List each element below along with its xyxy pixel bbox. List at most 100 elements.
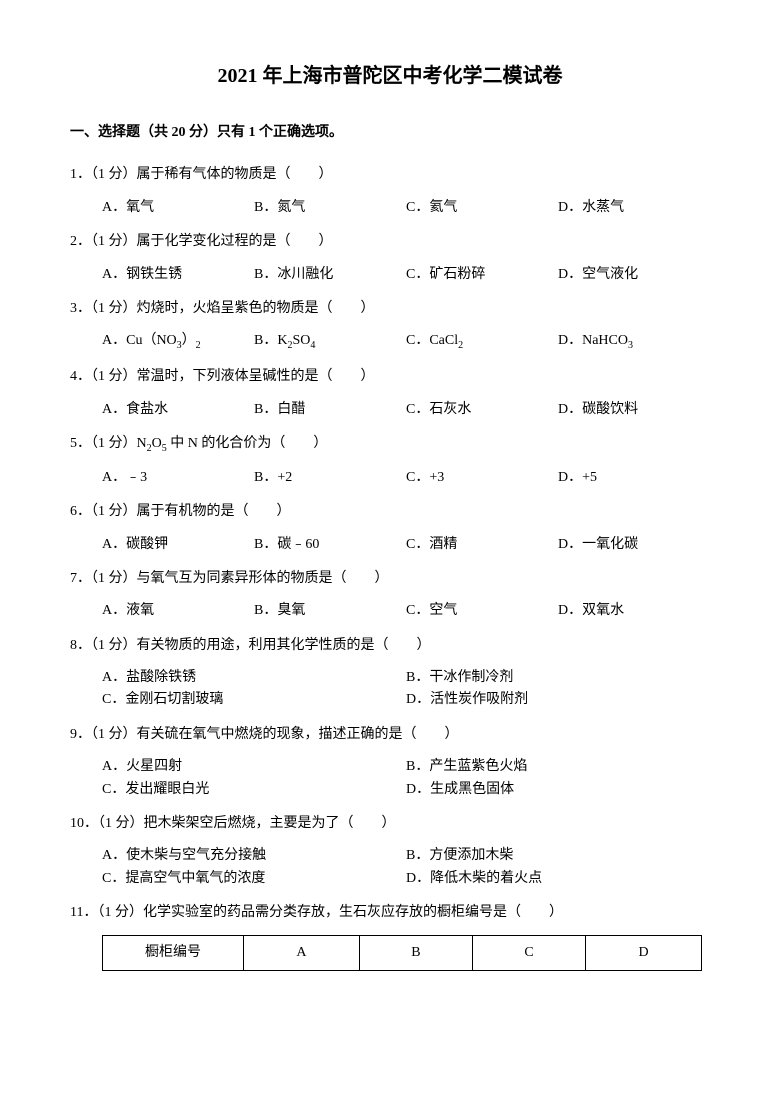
option[interactable]: D．碳酸饮料 (558, 399, 710, 421)
question-stem: 9．（1 分）有关硫在氧气中燃烧的现象，描述正确的是（ ） (70, 724, 710, 746)
question-text: 把木柴架空后燃烧，主要是为了（ ） (144, 816, 396, 831)
options: A．火星四射B．产生蓝紫色火焰C．发出耀眼白光D．生成黑色固体 (70, 756, 710, 801)
question-text: 有关硫在氧气中燃烧的现象，描述正确的是（ ） (137, 727, 459, 742)
option[interactable]: A．氧气 (102, 197, 254, 219)
options: A．碳酸钾B．碳﹣60C．酒精D．一氧化碳 (70, 534, 710, 556)
question-stem: 8．（1 分）有关物质的用途，利用其化学性质的是（ ） (70, 635, 710, 657)
option[interactable]: A．液氧 (102, 600, 254, 622)
option[interactable]: C．氦气 (406, 197, 558, 219)
question-points: （1 分） (91, 504, 137, 519)
question-points: （1 分） (91, 301, 137, 316)
question-points: （1 分） (98, 816, 144, 831)
question-number: 8． (70, 638, 91, 653)
question-stem: 5．（1 分）N2O5 中 N 的化合价为（ ） (70, 433, 710, 457)
question-points: （1 分） (91, 234, 137, 249)
question: 6．（1 分）属于有机物的是（ ） A．碳酸钾B．碳﹣60C．酒精D．一氧化碳 (70, 501, 710, 556)
table-cell: A (244, 935, 360, 970)
option[interactable]: C．矿石粉碎 (406, 264, 558, 286)
question-points: （1 分） (91, 436, 137, 451)
option[interactable]: C．发出耀眼白光 (102, 779, 406, 801)
option[interactable]: C．CaCl2 (406, 330, 558, 354)
option[interactable]: D．+5 (558, 467, 710, 489)
question-number: 11． (70, 905, 97, 920)
question-stem: 7．（1 分）与氧气互为同素异形体的物质是（ ） (70, 568, 710, 590)
option[interactable]: B．干冰作制冷剂 (406, 667, 710, 689)
option[interactable]: C．石灰水 (406, 399, 558, 421)
question-text: 属于有机物的是（ ） (137, 504, 291, 519)
option[interactable]: D．活性炭作吸附剂 (406, 689, 710, 711)
option[interactable]: A．盐酸除铁锈 (102, 667, 406, 689)
question-stem: 6．（1 分）属于有机物的是（ ） (70, 501, 710, 523)
table-cell: 橱柜编号 (103, 935, 244, 970)
question-stem: 2．（1 分）属于化学变化过程的是（ ） (70, 231, 710, 253)
question-text: N2O5 中 N 的化合价为（ ） (137, 436, 328, 451)
option[interactable]: A．食盐水 (102, 399, 254, 421)
option[interactable]: D．生成黑色固体 (406, 779, 710, 801)
question-stem: 1．（1 分）属于稀有气体的物质是（ ） (70, 164, 710, 186)
question-stem: 11．（1 分）化学实验室的药品需分类存放，生石灰应存放的橱柜编号是（ ） (70, 902, 710, 924)
option[interactable]: A．碳酸钾 (102, 534, 254, 556)
option[interactable]: B．K2SO4 (254, 330, 406, 354)
section-header: 一、选择题（共 20 分）只有 1 个正确选项。 (70, 122, 710, 144)
question-text: 灼烧时，火焰呈紫色的物质是（ ） (137, 301, 375, 316)
question-points: （1 分） (91, 369, 137, 384)
table-cell: D (586, 935, 702, 970)
option[interactable]: B．+2 (254, 467, 406, 489)
option[interactable]: B．碳﹣60 (254, 534, 406, 556)
option[interactable]: A．钢铁生锈 (102, 264, 254, 286)
option[interactable]: A．火星四射 (102, 756, 406, 778)
option[interactable]: C．空气 (406, 600, 558, 622)
question: 2．（1 分）属于化学变化过程的是（ ） A．钢铁生锈B．冰川融化C．矿石粉碎D．… (70, 231, 710, 286)
option[interactable]: B．方便添加木柴 (406, 845, 710, 867)
option[interactable]: A．﹣3 (102, 467, 254, 489)
option[interactable]: C．金刚石切割玻璃 (102, 689, 406, 711)
question: 7．（1 分）与氧气互为同素异形体的物质是（ ） A．液氧B．臭氧C．空气D．双氧… (70, 568, 710, 623)
options: A．使木柴与空气充分接触B．方便添加木柴C．提高空气中氧气的浓度D．降低木柴的着… (70, 845, 710, 890)
question: 5．（1 分）N2O5 中 N 的化合价为（ ） A．﹣3B．+2C．+3D．+5 (70, 433, 710, 489)
question-number: 6． (70, 504, 91, 519)
question-stem: 3．（1 分）灼烧时，火焰呈紫色的物质是（ ） (70, 298, 710, 320)
question-number: 2． (70, 234, 91, 249)
cabinet-table: 橱柜编号ABCD (102, 935, 702, 971)
option[interactable]: D．降低木柴的着火点 (406, 868, 710, 890)
option[interactable]: B．白醋 (254, 399, 406, 421)
question-text: 化学实验室的药品需分类存放，生石灰应存放的橱柜编号是（ ） (143, 905, 563, 920)
question-number: 7． (70, 571, 91, 586)
question-text: 常温时，下列液体呈碱性的是（ ） (137, 369, 375, 384)
option[interactable]: C．提高空气中氧气的浓度 (102, 868, 406, 890)
question-number: 3． (70, 301, 91, 316)
option[interactable]: D．NaHCO3 (558, 330, 710, 354)
option[interactable]: A．Cu（NO3）2 (102, 330, 254, 354)
question-text: 有关物质的用途，利用其化学性质的是（ ） (137, 638, 431, 653)
question-text: 与氧气互为同素异形体的物质是（ ） (137, 571, 389, 586)
options: A．氧气B．氮气C．氦气D．水蒸气 (70, 197, 710, 219)
exam-title: 2021 年上海市普陀区中考化学二模试卷 (70, 60, 710, 92)
option[interactable]: D．双氧水 (558, 600, 710, 622)
question-stem: 10．（1 分）把木柴架空后燃烧，主要是为了（ ） (70, 813, 710, 835)
option[interactable]: D．空气液化 (558, 264, 710, 286)
option[interactable]: C．+3 (406, 467, 558, 489)
question-number: 9． (70, 727, 91, 742)
question-points: （1 分） (91, 571, 137, 586)
question-number: 5． (70, 436, 91, 451)
question-number: 1． (70, 167, 91, 182)
option[interactable]: D．一氧化碳 (558, 534, 710, 556)
option[interactable]: B．产生蓝紫色火焰 (406, 756, 710, 778)
option[interactable]: B．冰川融化 (254, 264, 406, 286)
option[interactable]: B．氮气 (254, 197, 406, 219)
question: 11．（1 分）化学实验室的药品需分类存放，生石灰应存放的橱柜编号是（ ） 橱柜编… (70, 902, 710, 971)
question-points: （1 分） (91, 167, 137, 182)
option[interactable]: A．使木柴与空气充分接触 (102, 845, 406, 867)
question-text: 属于化学变化过程的是（ ） (137, 234, 333, 249)
options: A．﹣3B．+2C．+3D．+5 (70, 467, 710, 489)
questions-container: 1．（1 分）属于稀有气体的物质是（ ）A．氧气B．氮气C．氦气D．水蒸气2．（… (70, 164, 710, 971)
question-number: 10． (70, 816, 98, 831)
question: 9．（1 分）有关硫在氧气中燃烧的现象，描述正确的是（ ） A．火星四射B．产生蓝… (70, 724, 710, 801)
options: A．盐酸除铁锈B．干冰作制冷剂C．金刚石切割玻璃D．活性炭作吸附剂 (70, 667, 710, 712)
question-text: 属于稀有气体的物质是（ ） (137, 167, 333, 182)
option[interactable]: C．酒精 (406, 534, 558, 556)
option[interactable]: B．臭氧 (254, 600, 406, 622)
question-stem: 4．（1 分）常温时，下列液体呈碱性的是（ ） (70, 366, 710, 388)
question: 8．（1 分）有关物质的用途，利用其化学性质的是（ ） A．盐酸除铁锈B．干冰作制… (70, 635, 710, 712)
option[interactable]: D．水蒸气 (558, 197, 710, 219)
